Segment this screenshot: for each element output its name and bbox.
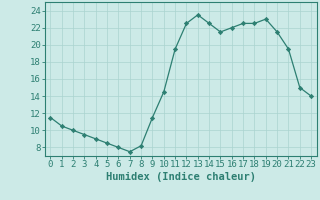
X-axis label: Humidex (Indice chaleur): Humidex (Indice chaleur) [106,172,256,182]
